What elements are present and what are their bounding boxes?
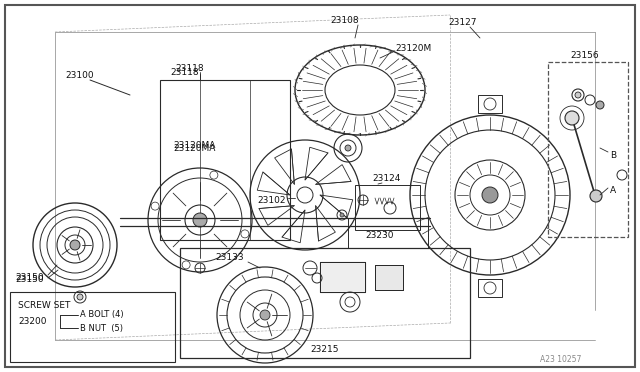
Circle shape bbox=[77, 294, 83, 300]
Text: SCREW SET: SCREW SET bbox=[18, 301, 70, 310]
Bar bbox=[348, 218, 428, 248]
Text: 23118: 23118 bbox=[170, 67, 198, 77]
Bar bbox=[375, 265, 403, 290]
Bar bbox=[160, 80, 290, 240]
Circle shape bbox=[575, 92, 581, 98]
Text: B: B bbox=[610, 151, 616, 160]
Circle shape bbox=[565, 111, 579, 125]
Bar bbox=[320, 262, 365, 292]
Text: 23118: 23118 bbox=[175, 64, 204, 73]
Bar bbox=[478, 279, 502, 297]
Text: A23 10257: A23 10257 bbox=[540, 356, 581, 365]
Text: 23127: 23127 bbox=[448, 17, 477, 26]
Text: A BOLT (4): A BOLT (4) bbox=[80, 311, 124, 320]
Circle shape bbox=[260, 310, 270, 320]
Circle shape bbox=[193, 213, 207, 227]
Text: A: A bbox=[610, 186, 616, 195]
Circle shape bbox=[345, 145, 351, 151]
Bar bbox=[478, 95, 502, 113]
Bar bbox=[320, 262, 365, 292]
Text: B NUT  (5): B NUT (5) bbox=[80, 324, 123, 333]
Text: 23230: 23230 bbox=[365, 231, 394, 240]
Circle shape bbox=[590, 190, 602, 202]
Bar bbox=[548, 62, 628, 237]
Text: 23120MA: 23120MA bbox=[173, 141, 216, 150]
Text: 23120M: 23120M bbox=[395, 44, 431, 52]
Bar bbox=[320, 262, 365, 292]
Text: 23200: 23200 bbox=[18, 317, 47, 327]
Bar bbox=[10, 292, 175, 362]
Text: 23100: 23100 bbox=[65, 71, 93, 80]
Text: 23150: 23150 bbox=[15, 276, 44, 285]
Text: 23102: 23102 bbox=[257, 196, 285, 205]
Text: 23156: 23156 bbox=[570, 51, 598, 60]
Circle shape bbox=[482, 187, 498, 203]
Text: 23215: 23215 bbox=[310, 346, 339, 355]
Bar bbox=[355, 185, 420, 230]
Bar bbox=[180, 248, 470, 358]
Circle shape bbox=[340, 213, 344, 217]
Bar bbox=[375, 265, 403, 290]
Text: 23124: 23124 bbox=[372, 173, 401, 183]
Text: 23120MA: 23120MA bbox=[173, 144, 216, 153]
Circle shape bbox=[596, 101, 604, 109]
Text: 23108: 23108 bbox=[330, 16, 358, 25]
Text: 23150: 23150 bbox=[15, 273, 44, 282]
Circle shape bbox=[70, 240, 80, 250]
Text: 23133: 23133 bbox=[215, 253, 244, 263]
